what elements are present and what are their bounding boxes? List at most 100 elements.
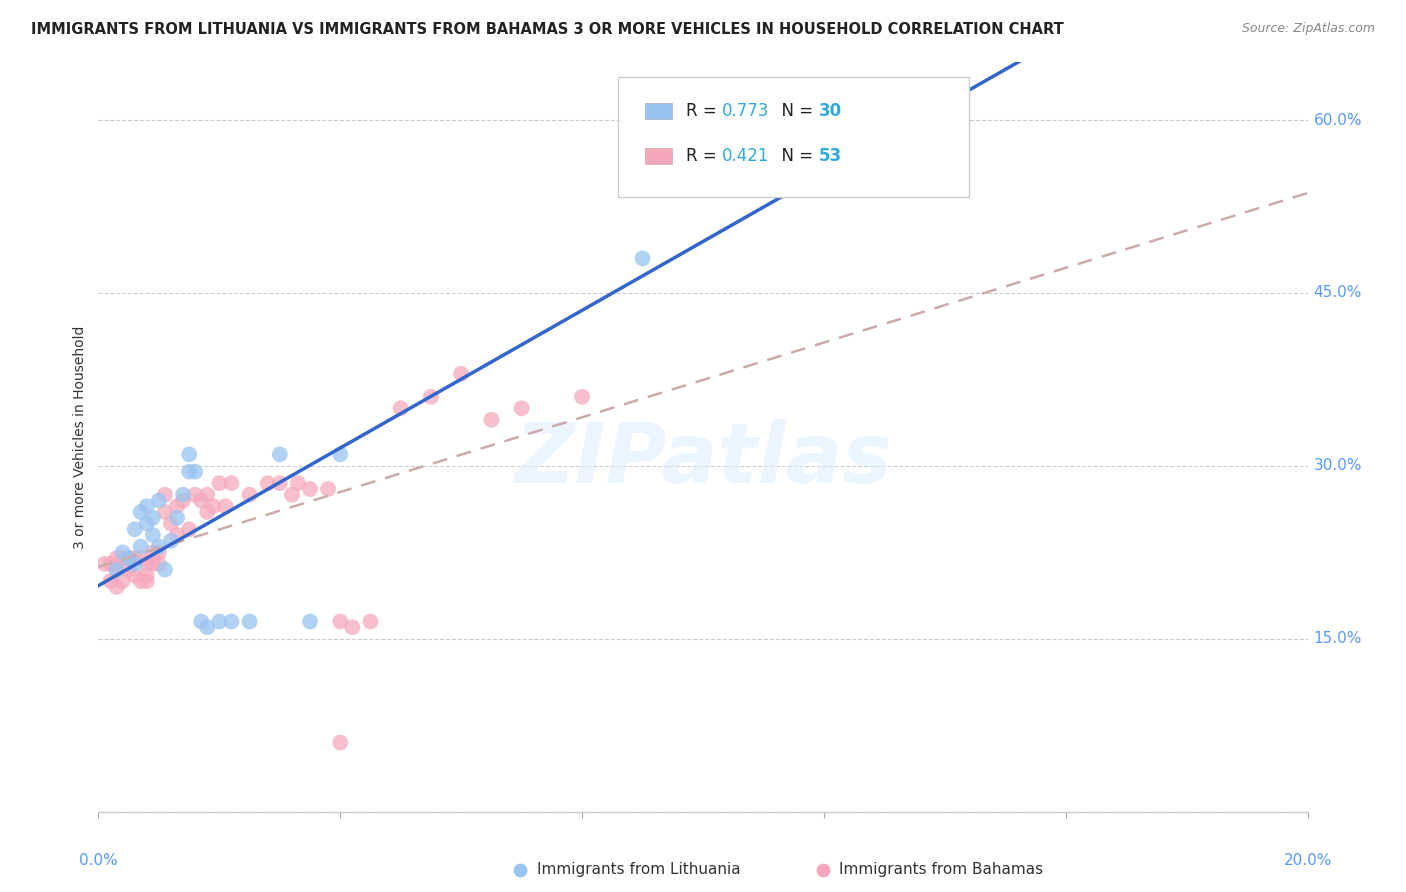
- Point: [179, 447, 201, 461]
- Point: [221, 476, 243, 491]
- Text: 30: 30: [820, 103, 842, 120]
- Point: [281, 488, 304, 502]
- Point: [129, 505, 152, 519]
- Point: [269, 476, 291, 491]
- Point: [111, 551, 134, 566]
- Point: [342, 620, 364, 634]
- Point: [179, 465, 201, 479]
- Point: [118, 551, 141, 566]
- Point: [287, 476, 309, 491]
- Point: [135, 568, 157, 582]
- Point: [111, 574, 134, 589]
- Point: [105, 563, 128, 577]
- Point: [179, 522, 201, 536]
- Point: [124, 568, 146, 582]
- Point: [239, 488, 262, 502]
- Point: [153, 563, 176, 577]
- Point: [124, 551, 146, 566]
- Text: 45.0%: 45.0%: [1313, 285, 1362, 301]
- Text: Immigrants from Bahamas: Immigrants from Bahamas: [839, 863, 1043, 877]
- Point: [208, 615, 231, 629]
- Text: R =: R =: [686, 147, 723, 165]
- Point: [195, 505, 218, 519]
- Point: [329, 735, 352, 749]
- Text: IMMIGRANTS FROM LITHUANIA VS IMMIGRANTS FROM BAHAMAS 3 OR MORE VEHICLES IN HOUSE: IMMIGRANTS FROM LITHUANIA VS IMMIGRANTS …: [31, 22, 1064, 37]
- Text: ZIPatlas: ZIPatlas: [515, 419, 891, 500]
- Point: [135, 500, 157, 514]
- Point: [256, 476, 278, 491]
- Point: [631, 252, 654, 266]
- Point: [316, 482, 339, 496]
- Point: [481, 413, 503, 427]
- Point: [153, 505, 176, 519]
- Point: [184, 488, 207, 502]
- Point: [135, 516, 157, 531]
- Point: [389, 401, 412, 416]
- Point: [195, 488, 218, 502]
- Point: [135, 557, 157, 571]
- Point: [148, 545, 170, 559]
- Point: [129, 574, 152, 589]
- Y-axis label: 3 or more Vehicles in Household: 3 or more Vehicles in Household: [73, 326, 87, 549]
- Point: [269, 447, 291, 461]
- Text: R =: R =: [686, 103, 723, 120]
- Point: [329, 615, 352, 629]
- Point: [142, 510, 165, 524]
- Text: Source: ZipAtlas.com: Source: ZipAtlas.com: [1241, 22, 1375, 36]
- Point: [148, 493, 170, 508]
- Point: [129, 540, 152, 554]
- Point: [450, 367, 472, 381]
- Text: N =: N =: [770, 147, 818, 165]
- Point: [100, 574, 122, 589]
- Point: [166, 500, 188, 514]
- Point: [160, 516, 183, 531]
- Point: [190, 493, 212, 508]
- Point: [221, 615, 243, 629]
- Point: [100, 557, 122, 571]
- FancyBboxPatch shape: [645, 103, 672, 120]
- Text: 53: 53: [820, 147, 842, 165]
- Text: 60.0%: 60.0%: [1313, 112, 1362, 128]
- Text: 0.773: 0.773: [723, 103, 769, 120]
- Point: [124, 557, 146, 571]
- Point: [118, 551, 141, 566]
- Point: [783, 113, 806, 128]
- Point: [190, 615, 212, 629]
- Point: [166, 510, 188, 524]
- Point: [208, 476, 231, 491]
- FancyBboxPatch shape: [619, 78, 969, 197]
- Point: [124, 522, 146, 536]
- Point: [239, 615, 262, 629]
- Point: [118, 563, 141, 577]
- Text: 30.0%: 30.0%: [1313, 458, 1362, 474]
- Point: [160, 533, 183, 548]
- Point: [172, 488, 194, 502]
- Point: [148, 557, 170, 571]
- Point: [299, 482, 322, 496]
- Point: [184, 465, 207, 479]
- Point: [510, 401, 533, 416]
- Point: [299, 615, 322, 629]
- Point: [135, 574, 157, 589]
- Point: [571, 390, 593, 404]
- Text: N =: N =: [770, 103, 818, 120]
- Point: [214, 500, 236, 514]
- Point: [105, 551, 128, 566]
- Point: [329, 447, 352, 461]
- Point: [142, 557, 165, 571]
- Text: Immigrants from Lithuania: Immigrants from Lithuania: [537, 863, 741, 877]
- Point: [105, 563, 128, 577]
- Text: 20.0%: 20.0%: [1284, 853, 1331, 868]
- Text: 0.0%: 0.0%: [79, 853, 118, 868]
- Point: [105, 580, 128, 594]
- Point: [420, 390, 443, 404]
- Point: [166, 528, 188, 542]
- Point: [93, 557, 115, 571]
- Text: 15.0%: 15.0%: [1313, 632, 1362, 647]
- Point: [202, 500, 225, 514]
- Point: [142, 528, 165, 542]
- Point: [195, 620, 218, 634]
- Point: [142, 545, 165, 559]
- Point: [129, 551, 152, 566]
- Point: [153, 488, 176, 502]
